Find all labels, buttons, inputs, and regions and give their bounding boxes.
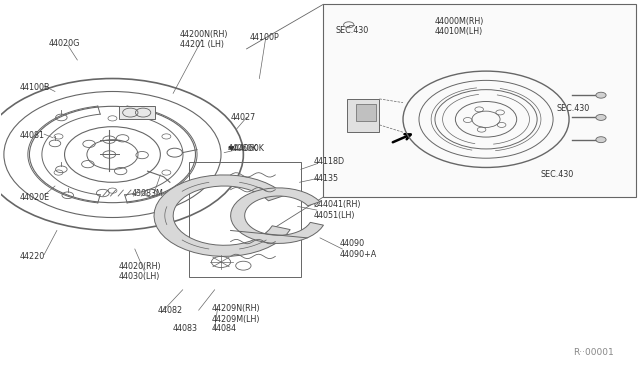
Text: ø44041(RH)
44051(LH): ø44041(RH) 44051(LH) bbox=[314, 201, 361, 220]
Text: 44220: 44220 bbox=[20, 252, 45, 261]
Text: 44081: 44081 bbox=[20, 131, 45, 141]
Circle shape bbox=[596, 115, 606, 121]
Text: R··00001: R··00001 bbox=[573, 348, 614, 357]
Text: 44200N(RH)
44201 (LH): 44200N(RH) 44201 (LH) bbox=[179, 30, 228, 49]
Bar bbox=[119, 106, 155, 119]
Text: 44000M(RH)
44010M(LH): 44000M(RH) 44010M(LH) bbox=[435, 17, 484, 36]
Polygon shape bbox=[230, 188, 323, 243]
Text: 44100P: 44100P bbox=[250, 33, 280, 42]
Text: 44084: 44084 bbox=[211, 324, 236, 333]
Bar bbox=[189, 162, 301, 277]
Text: 44020(RH)
44030(LH): 44020(RH) 44030(LH) bbox=[119, 262, 161, 281]
Bar bbox=[356, 105, 376, 121]
Circle shape bbox=[596, 137, 606, 142]
Text: 44083: 44083 bbox=[173, 324, 198, 333]
Text: 44060K: 44060K bbox=[227, 144, 257, 153]
Text: 44135: 44135 bbox=[314, 174, 339, 183]
Text: SEC.430: SEC.430 bbox=[336, 26, 369, 35]
Text: 44020E: 44020E bbox=[20, 193, 50, 202]
Text: SEC.430: SEC.430 bbox=[540, 170, 573, 179]
Text: 44082: 44082 bbox=[157, 306, 182, 315]
Text: 44090
44090+A: 44090 44090+A bbox=[339, 239, 376, 259]
Text: 44027: 44027 bbox=[230, 113, 256, 122]
Bar bbox=[323, 4, 636, 197]
Circle shape bbox=[596, 92, 606, 98]
Text: 43083M: 43083M bbox=[132, 189, 163, 198]
Text: 44209N(RH)
44209M(LH): 44209N(RH) 44209M(LH) bbox=[211, 304, 260, 324]
Text: 44118D: 44118D bbox=[314, 157, 345, 166]
Text: 44020G: 44020G bbox=[49, 39, 80, 48]
Polygon shape bbox=[154, 175, 290, 256]
Text: ❤44060K: ❤44060K bbox=[227, 144, 264, 153]
Text: SEC.430: SEC.430 bbox=[556, 104, 589, 113]
Text: 44100B: 44100B bbox=[20, 83, 51, 92]
Bar bbox=[348, 99, 380, 132]
